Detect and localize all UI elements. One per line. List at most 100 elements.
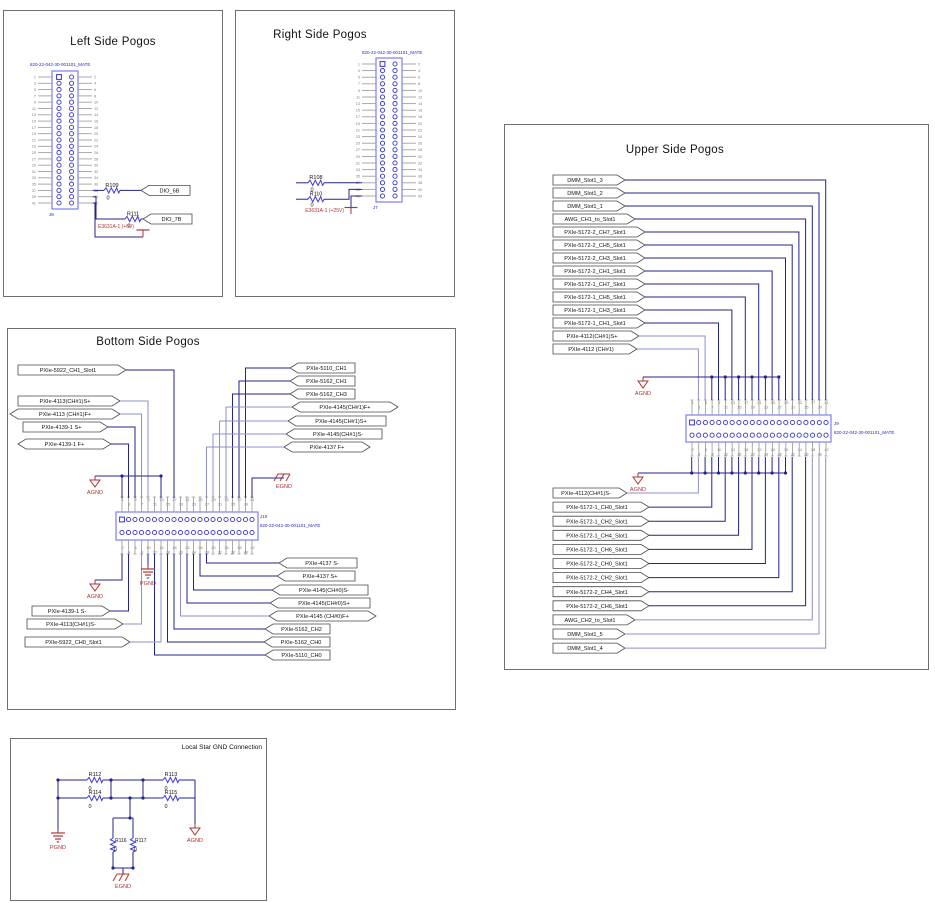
pin-number: 40	[418, 188, 422, 192]
pin-number: 6	[418, 76, 420, 80]
pin-1-square	[379, 61, 386, 67]
pin	[132, 516, 138, 523]
pin-number: 7	[34, 94, 36, 98]
net-label-text: DMM_Slot1_2	[567, 191, 602, 197]
pin-number: 10	[146, 546, 150, 550]
pin	[56, 137, 62, 143]
pin	[379, 94, 386, 100]
net-label-text: PXIe-4112(CH#1)S+	[566, 334, 617, 340]
resistor-ref: R109	[105, 183, 118, 189]
pin-number: 16	[737, 453, 741, 457]
net-label-text: PXIe-4139-1 F+	[45, 442, 85, 448]
pin-number: 29	[784, 401, 788, 405]
net-label	[552, 304, 646, 316]
pin	[164, 529, 171, 536]
pin	[756, 432, 762, 438]
pin-number: 32	[791, 453, 795, 457]
pin-number: 18	[744, 448, 748, 452]
pin	[216, 529, 223, 536]
pin	[823, 432, 829, 438]
pin-number: 15	[166, 503, 170, 507]
pin-number: 37	[32, 189, 36, 193]
wire	[649, 457, 807, 607]
pin	[216, 516, 223, 523]
net-label-text: PXIe-5922_CH0_Slot1	[45, 640, 102, 646]
pin	[783, 432, 789, 438]
pin-number: 3	[698, 406, 700, 410]
agnd-ground-icon	[637, 380, 649, 389]
pin-number: 5	[134, 498, 136, 502]
pin	[763, 432, 769, 438]
pin-number: 41	[250, 498, 254, 502]
pin	[709, 419, 715, 426]
pin	[132, 529, 138, 536]
wire	[645, 270, 773, 400]
pin-number: 27	[205, 503, 209, 507]
pin	[392, 74, 398, 80]
wire	[199, 554, 277, 577]
pin-number: 14	[731, 448, 735, 452]
wire	[110, 554, 129, 612]
wire	[238, 380, 290, 498]
pin-number: 10	[717, 448, 721, 452]
net-label-text: PXIe-5172-2_CH6_Slot1	[566, 604, 628, 610]
wire	[649, 457, 726, 522]
net-label	[17, 364, 127, 376]
egnd-ground-icon	[279, 473, 285, 482]
pin	[379, 167, 386, 173]
junction-dot	[716, 471, 721, 475]
wire	[625, 192, 820, 400]
pin-number: 21	[32, 138, 36, 142]
pin	[729, 432, 735, 438]
net-label-text: PXIe-4112 (CH#1)	[568, 347, 614, 353]
pin	[379, 160, 386, 166]
pin-number: 15	[737, 406, 741, 410]
net-label-text: PXIe-5922_CH1_Slot1	[40, 368, 97, 374]
agnd-ground-icon	[189, 827, 201, 836]
junction-dot	[109, 796, 113, 800]
pin-number: 30	[211, 546, 215, 550]
pin-number: 15	[32, 120, 36, 124]
net-label-text: PXIe-5172-1_CH7_Slot1	[564, 282, 626, 288]
ground-label: PGND	[140, 581, 156, 587]
wire	[649, 457, 780, 579]
pin-number: 24	[192, 551, 196, 555]
pin	[56, 143, 62, 149]
net-label-text: PXIe-5172-2_CH0_Slot1	[566, 562, 628, 568]
wire	[130, 554, 162, 643]
pin	[68, 99, 75, 105]
wire	[649, 457, 753, 550]
connector-refdes: J10	[260, 514, 268, 519]
pin	[696, 419, 702, 426]
connector-refdes: J7	[373, 205, 378, 210]
pin-number: 37	[811, 401, 815, 405]
net-label	[552, 213, 636, 225]
pin	[392, 180, 398, 186]
ground-label: AGND	[87, 490, 103, 496]
pin	[789, 419, 796, 426]
net-label	[268, 610, 377, 622]
net-label-text: DIO_7B	[162, 217, 182, 223]
pin	[743, 432, 749, 438]
connector-part-number: 820-22-042-30-001101_MATE	[260, 523, 320, 528]
net-label-text: PXIe-5172-1_CH5_Slot1	[564, 295, 626, 301]
pin-number: 38	[237, 546, 241, 550]
right-pogos-panel	[235, 10, 455, 297]
wire	[649, 457, 713, 508]
net-label-text: PXIe-4145(CH#0)S+	[298, 601, 349, 607]
pin-number: 5	[34, 88, 36, 92]
pin-number: 33	[224, 498, 228, 502]
power-port-label: E3631A-1 (+6V)	[98, 224, 134, 230]
pin-number: 2	[121, 546, 123, 550]
wire	[639, 335, 706, 400]
pin	[190, 529, 197, 536]
pin	[125, 516, 132, 523]
net-label	[291, 401, 399, 413]
resistor-ref: R115	[165, 790, 178, 796]
net-label	[552, 529, 650, 541]
net-label	[271, 584, 369, 596]
pin-1-square	[689, 419, 695, 426]
pin	[184, 516, 190, 523]
pin	[392, 193, 398, 199]
